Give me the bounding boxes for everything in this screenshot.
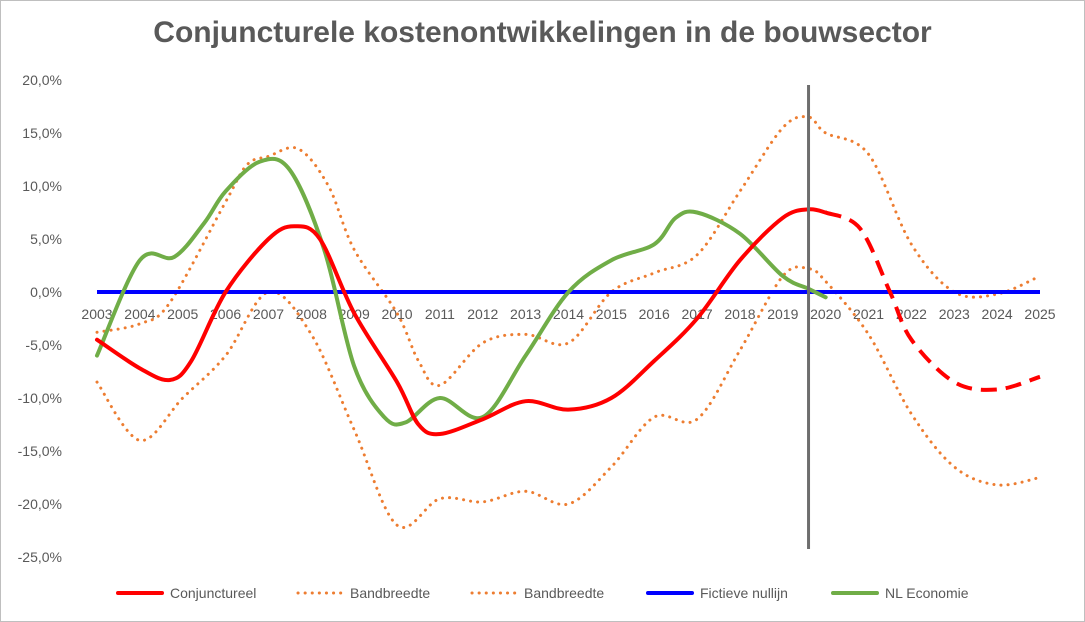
legend-label: NL Economie	[885, 585, 969, 601]
y-tick-label: 20,0%	[22, 72, 62, 88]
x-tick-label: 2015	[596, 306, 627, 322]
chart-title: Conjuncturele kostenontwikkelingen in de…	[153, 16, 932, 49]
y-tick-label: -15,0%	[18, 443, 62, 459]
y-tick-label: 15,0%	[22, 125, 62, 141]
x-tick-label: 2014	[553, 306, 584, 322]
x-tick-label: 2021	[853, 306, 884, 322]
x-tick-label: 2008	[296, 306, 327, 322]
x-tick-label: 2019	[767, 306, 798, 322]
x-tick-label: 2024	[982, 306, 1013, 322]
y-tick-label: 5,0%	[30, 231, 62, 247]
x-tick-label: 2025	[1024, 306, 1055, 322]
x-tick-label: 2013	[510, 306, 541, 322]
x-tick-label: 2020	[810, 306, 841, 322]
y-tick-label: -25,0%	[18, 549, 62, 565]
legend-label: Conjunctureel	[170, 585, 256, 601]
series-bandbreedte-line	[95, 115, 1042, 388]
y-tick-label: 10,0%	[22, 178, 62, 194]
x-tick-label: 2005	[167, 306, 198, 322]
x-tick-label: 2007	[253, 306, 284, 322]
x-tick-label: 2023	[939, 306, 970, 322]
x-tick-label: 2016	[639, 306, 670, 322]
x-tick-label: 2003	[81, 306, 112, 322]
y-tick-label: -20,0%	[18, 496, 62, 512]
series-conjunctureel-forecast-line	[824, 210, 1041, 392]
y-tick-label: 0,0%	[30, 284, 62, 300]
legend-label: Bandbreedte	[350, 585, 430, 601]
x-tick-label: 2004	[124, 306, 155, 322]
y-tick-label: -5,0%	[25, 337, 62, 353]
x-tick-label: 2018	[724, 306, 755, 322]
x-tick-label: 2022	[896, 306, 927, 322]
series-conjunctureel-line	[95, 207, 828, 437]
x-tick-label: 2012	[467, 306, 498, 322]
y-tick-label: -10,0%	[18, 390, 62, 406]
legend-label: Fictieve nullijn	[700, 585, 788, 601]
x-tick-label: 2011	[425, 306, 455, 322]
series-nl-economie-line	[95, 156, 828, 427]
legend-label: Bandbreedte	[524, 585, 604, 601]
